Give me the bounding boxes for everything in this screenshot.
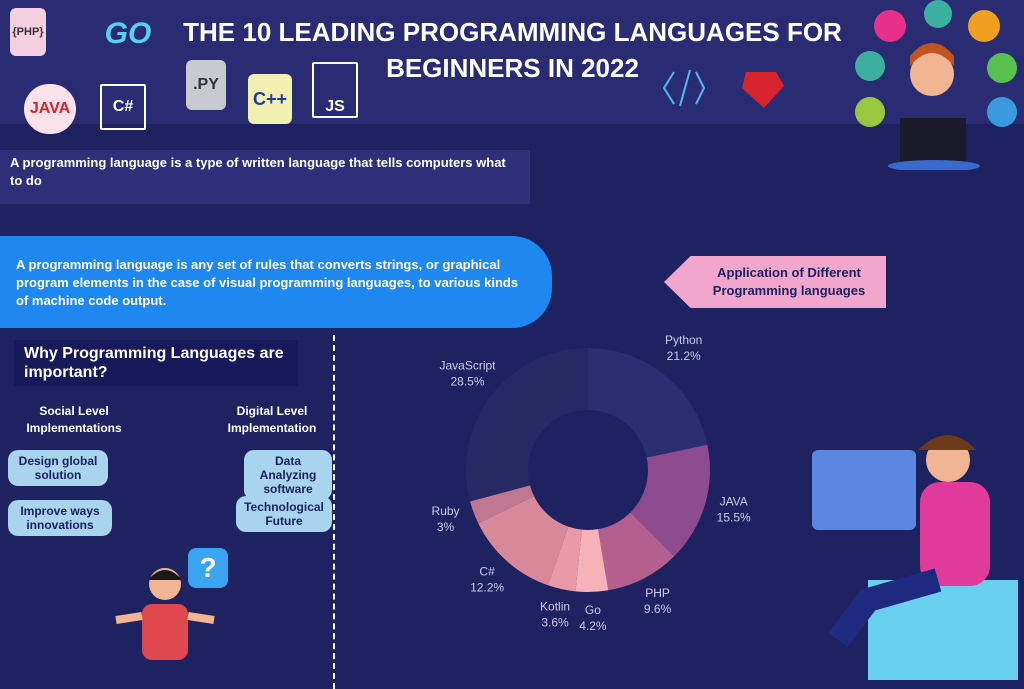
donut-slice: [588, 348, 708, 458]
slice-value: 12.2%: [470, 581, 504, 595]
slice-label: C#: [479, 565, 495, 579]
item: Technological Future: [236, 496, 332, 532]
logo: C++: [248, 74, 292, 124]
donut-slice: [466, 348, 588, 502]
slice-value: 28.5%: [450, 374, 484, 388]
slice-label: Python: [665, 333, 702, 347]
donut-chart: Python 21.2% JAVA 15.5% PHP 9.6% Go 4.2% Kotlin 3…: [432, 333, 751, 633]
donut-slice: [575, 529, 609, 592]
why-title: Why Programming Languages are important?: [14, 340, 298, 386]
item: Improve ways innovations: [8, 500, 112, 536]
item: Data Analyzing software: [244, 450, 332, 500]
coder-illustration: [812, 435, 1018, 680]
logo: C#: [100, 84, 146, 130]
divider: [333, 335, 335, 689]
slice-value: 3%: [437, 520, 455, 534]
slice-label: PHP: [645, 586, 670, 600]
slice-value: 4.2%: [579, 619, 607, 633]
logo: JAVA: [24, 84, 76, 134]
slice-value: 15.5%: [717, 510, 751, 524]
logo: {PHP}: [10, 8, 46, 56]
column-title: Social Level Implementations: [26, 404, 122, 435]
developer-illustration: [855, 0, 1017, 170]
donut-slice: [630, 444, 710, 557]
item: Design global solution: [8, 450, 108, 486]
header: [0, 0, 1024, 124]
logo: .PY: [186, 60, 226, 110]
chart-title: Application of Different Programming lan…: [712, 265, 866, 298]
slice-value: 21.2%: [667, 349, 701, 363]
slice-value: 9.6%: [644, 602, 672, 616]
intro-text: A programming language is a type of writ…: [0, 150, 530, 204]
title: THE 10 LEADING PROGRAMMING LANGUAGES FOR…: [183, 17, 842, 83]
slice-label: JAVA: [720, 494, 748, 508]
logo: JS: [312, 62, 358, 118]
slice-label: Go: [585, 603, 601, 617]
intro-text: A programming language is any set of rul…: [0, 236, 552, 328]
slice-label: Ruby: [432, 504, 460, 518]
donut-slice: [470, 485, 535, 524]
question-mark: ?: [188, 548, 228, 588]
person-illustration: [115, 568, 215, 660]
donut-slice: [547, 526, 582, 592]
chart-title-box: [664, 256, 886, 308]
header-icons: [662, 69, 784, 108]
donut-slice: [478, 496, 569, 586]
slice-value: 3.6%: [541, 615, 569, 629]
slice-label: JavaScript: [439, 358, 496, 372]
slice-label: Kotlin: [540, 599, 570, 613]
logo: GO: [104, 17, 152, 50]
column-title: Digital Level Implementation: [227, 404, 317, 435]
donut-slice: [597, 512, 675, 591]
